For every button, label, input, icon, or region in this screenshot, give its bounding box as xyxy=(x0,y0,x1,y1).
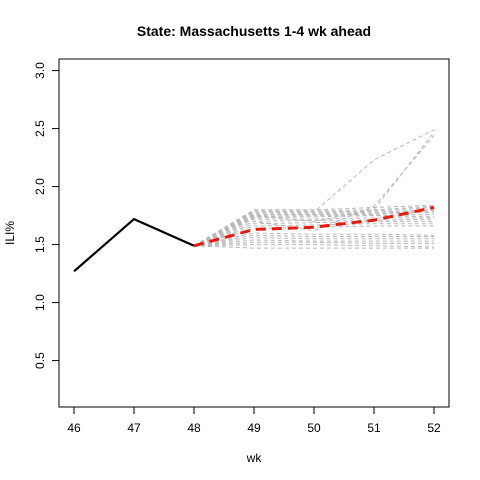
x-axis-label: wk xyxy=(246,451,263,465)
x-tick-label: 46 xyxy=(67,421,81,435)
trajectory-line xyxy=(193,209,435,247)
trajectory-line xyxy=(193,241,434,247)
forecast-series xyxy=(193,206,435,248)
x-tick-label: 52 xyxy=(427,421,441,435)
trajectory-line xyxy=(193,223,434,247)
trajectory-line xyxy=(193,215,435,247)
y-tick-label: 1.5 xyxy=(33,236,47,253)
trajectory-line xyxy=(193,239,434,247)
trajectory-line xyxy=(193,245,434,249)
x-tick-label: 49 xyxy=(247,421,261,435)
trajectory-line xyxy=(193,129,435,247)
trajectory-line xyxy=(193,131,435,247)
trajectory-line xyxy=(193,237,434,247)
observed-line xyxy=(73,218,195,273)
chart-title: State: Massachusetts 1-4 wk ahead xyxy=(137,23,371,39)
x-tick-label: 51 xyxy=(367,421,381,435)
trajectory-line xyxy=(193,213,435,247)
y-tick-label: 0.5 xyxy=(33,352,47,369)
x-tick-label: 48 xyxy=(187,421,201,435)
trajectory-line xyxy=(193,244,435,248)
x-tick-label: 50 xyxy=(307,421,321,435)
y-tick-label: 2.5 xyxy=(33,120,47,137)
trajectory-line xyxy=(193,204,435,247)
simulated-trajectories xyxy=(193,129,435,249)
y-axis-label: ILI% xyxy=(3,221,17,245)
trajectory-line xyxy=(193,234,434,247)
trajectory-line xyxy=(193,205,435,247)
observed-series xyxy=(73,218,195,273)
trajectory-line xyxy=(193,217,434,247)
y-tick-label: 2.0 xyxy=(33,178,47,195)
trajectory-line xyxy=(193,232,435,247)
x-tick-label: 47 xyxy=(127,421,141,435)
trajectory-line xyxy=(193,220,434,247)
y-tick-label: 3.0 xyxy=(33,62,47,79)
trajectory-line xyxy=(193,135,435,247)
trajectory-line xyxy=(193,225,434,247)
y-axis: 0.5 1.0 1.5 2.0 2.5 3.0 xyxy=(33,62,60,369)
x-axis: 46 47 48 49 50 51 52 xyxy=(67,406,441,435)
forecast-line xyxy=(193,206,435,248)
y-tick-label: 1.0 xyxy=(33,294,47,311)
